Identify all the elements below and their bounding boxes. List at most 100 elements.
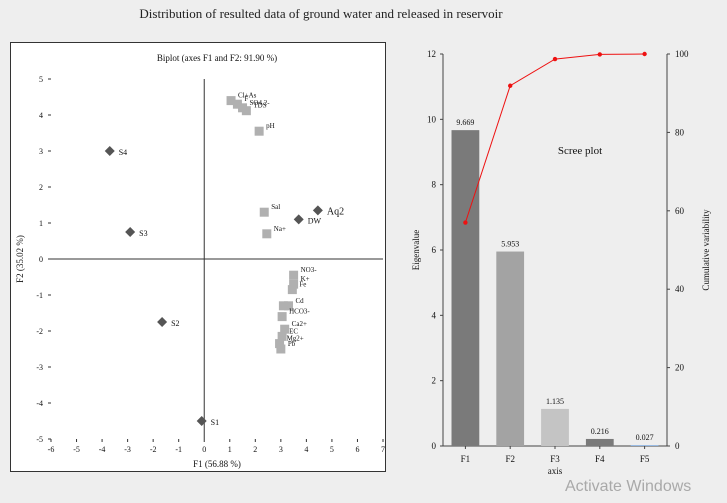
observation-point [196,416,207,426]
variable-label: Cd [296,297,305,305]
variable-label: pH [266,122,275,130]
variable-label: Fe [299,281,306,289]
variable-point [289,279,299,289]
variable-point [289,270,299,280]
y-tick-label: 2 [39,183,43,192]
scree-plot-chart: 0 2 4 6 8 10 12 0 20 40 60 80 100 9.669 F1 5.953 F2 1.135… [411,49,711,476]
y-tick-label: -1 [36,291,43,300]
variable-point [275,339,285,349]
x-tick-label: F5 [640,454,650,464]
biplot-title: Biplot (axes F1 and F2: 91.90 %) [157,53,277,63]
observation-point [293,214,304,225]
scree-y-axis-label: Eigenvalue [411,230,421,270]
variable-label: Mg2+ [287,335,304,343]
scree-y2-axis-label: Cumulative variability [701,209,711,291]
x-tick-label: F1 [461,454,471,464]
y-tick-label: 2 [432,376,437,386]
y2-tick-label: 80 [675,127,685,137]
eigenvalue-bar [630,445,659,446]
biplot-x-axis-label: F1 (56.88 %) [193,459,241,469]
observation-label: DW [308,216,322,225]
variable-point [241,106,251,116]
cumulative-point [552,56,558,62]
x-tick-label: -5 [73,445,80,454]
variable-label: HCO3- [289,308,310,316]
variable-point [278,301,288,311]
activate-windows-watermark: Activate Windows [565,478,692,495]
eigenvalue-bar [496,251,525,446]
scree-x-axis-label: axis [548,466,563,476]
variable-label: Cl+As [238,92,257,100]
y-tick-label: 3 [39,147,43,156]
variable-label: EC [289,327,298,335]
x-tick-label: 5 [330,445,334,454]
variable-label: Sal [271,203,280,211]
biplot-panel: Biplot (axes F1 and F2: 91.90 %) -6 -5 -4 -3… [10,42,386,472]
x-tick-label: -4 [99,445,106,454]
cumulative-point [463,220,468,225]
y-tick-label: 6 [432,245,437,255]
cumulative-variability-line [464,53,645,223]
y-tick-label: 5 [39,75,43,84]
variable-point [259,207,269,217]
variable-point [277,312,287,322]
x-tick-label: 7 [381,445,385,454]
y2-tick-label: 100 [675,49,689,59]
observation-point [157,317,168,327]
variable-label: Ca2+ [292,320,307,328]
variable-label: TDS [253,102,266,110]
x-tick-label: -1 [175,445,182,454]
variable-label: NO3- [301,266,318,274]
variable-point [232,99,242,109]
x-tick-label: 1 [228,445,232,454]
y-tick-label: 0 [39,255,43,264]
y2-tick-label: 20 [675,363,685,373]
x-tick-label: F2 [505,454,515,464]
x-tick-label: 0 [202,445,206,454]
y-tick-label: 4 [432,310,437,320]
variable-point [280,324,290,334]
y2-tick-label: 60 [675,206,685,216]
scree-plot-title: Scree plot [558,145,602,157]
x-tick-label: 4 [304,445,308,454]
y-tick-label: 10 [427,114,437,124]
biplot-y-axis-label: F2 (35.02 %) [15,235,25,283]
observation-point [125,227,136,237]
variable-point [254,126,264,136]
variable-point [226,96,236,106]
y-tick-label: 1 [39,219,43,228]
observation-point [312,205,323,216]
x-tick-label: F3 [550,454,560,464]
bar-value-label: 0.027 [636,433,654,442]
y-tick-label: -5 [36,435,43,444]
eigenvalue-bar [585,438,614,446]
observation-label: Aq2 [327,206,344,217]
bar-value-label: 9.669 [456,118,474,127]
variable-point [276,344,286,354]
variable-label: SO4 2- [250,99,271,107]
cumulative-point [508,83,513,88]
observation-label: S4 [119,148,127,157]
y-tick-label: 8 [432,180,437,190]
x-tick-label: -2 [150,445,157,454]
cumulative-point [642,51,647,57]
variable-point [284,301,294,311]
y2-tick-label: 0 [675,441,680,451]
y-tick-label: -4 [36,399,43,408]
variable-label: K+ [301,275,310,283]
y2-tick-label: 40 [675,284,685,294]
y-tick-label: -3 [36,363,43,372]
y-tick-label: 4 [39,111,43,120]
variable-label: F [244,95,248,103]
variable-label: Na+ [274,225,286,233]
biplot-chart: Biplot (axes F1 and F2: 91.90 %) -6 -5 -4 -3… [15,53,385,469]
bar-value-label: 5.953 [501,240,519,249]
cumulative-point [597,52,602,57]
y-tick-label: -2 [36,327,43,336]
bar-value-label: 0.216 [591,427,609,436]
x-tick-label: -3 [124,445,131,454]
y-tick-label: 12 [427,49,436,59]
x-tick-label: 3 [279,445,283,454]
x-tick-label: F4 [595,454,605,464]
observation-label: S1 [211,418,219,427]
